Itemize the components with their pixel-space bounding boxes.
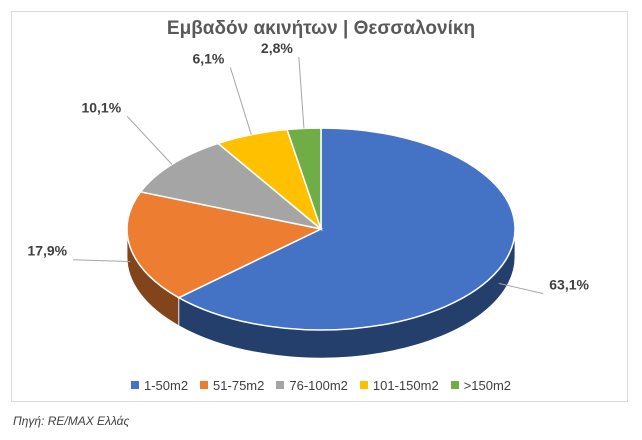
legend-label: >150m2 [463, 378, 512, 393]
legend-label: 76-100m2 [289, 378, 348, 393]
pie-labels: 63,1% 17,9% 10,1% 6,1% 2,8% [27, 40, 589, 293]
data-label->150m2: 2,8% [261, 40, 293, 56]
data-label-1-50m2: 63,1% [549, 277, 589, 293]
pie-slice-76-100m2 [139, 142, 322, 230]
pie-top [126, 127, 516, 331]
data-label-51-75m2: 17,9% [27, 243, 67, 259]
data-label-101-150m2: 6,1% [192, 50, 224, 66]
legend-swatch [359, 381, 368, 389]
leader-line-76-100m2 [126, 116, 173, 165]
legend-label: 101-150m2 [372, 378, 439, 393]
pie-slice->150m2 [286, 127, 322, 230]
legend: 1-50m2 51-75m2 76-100m2 101-150m2 >150m2 [0, 378, 642, 393]
legend-item-51-75m2: 51-75m2 [200, 378, 264, 393]
legend-swatch [200, 381, 209, 389]
leader-line-1-50m2 [498, 282, 544, 295]
legend-label: 51-75m2 [213, 378, 265, 393]
data-label-76-100m2: 10,1% [81, 99, 121, 115]
legend-swatch [276, 381, 285, 389]
legend-item-76-100m2: 76-100m2 [276, 378, 348, 393]
leader-line->150m2 [298, 56, 305, 129]
pie-slice-51-75m2 [126, 190, 324, 299]
legend-item->150m2: >150m2 [450, 378, 512, 393]
chart-title: Εμβαδόν ακινήτων | Θεσσαλονίκη [166, 18, 476, 39]
leader-line-101-150m2 [229, 67, 252, 135]
legend-swatch [130, 381, 139, 389]
pie-slice-1-50m2 [177, 127, 516, 331]
leader-line-51-75m2 [73, 259, 131, 263]
legend-label: 1-50m2 [143, 378, 189, 393]
legend-swatch [450, 381, 459, 389]
legend-item-1-50m2: 1-50m2 [130, 378, 189, 393]
pie-leaders [73, 56, 544, 295]
legend-item-101-150m2: 101-150m2 [359, 378, 439, 393]
source-note: Πηγή: RE/MAX Ελλάς [13, 414, 130, 428]
